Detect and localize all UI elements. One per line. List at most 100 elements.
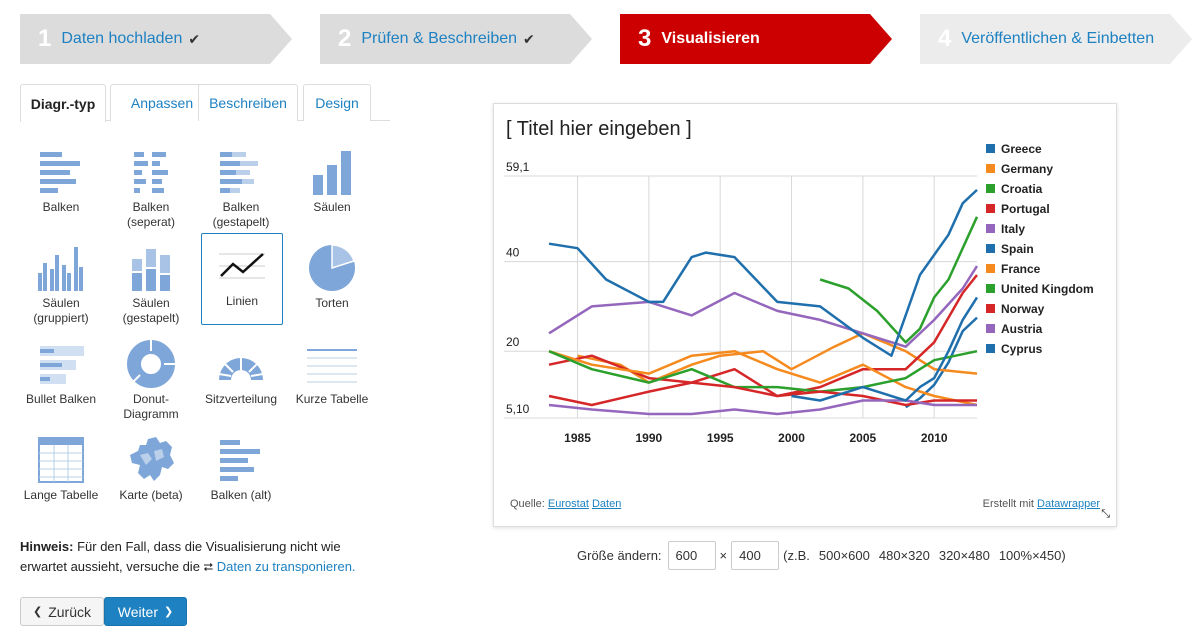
grouped-column-icon (31, 240, 91, 296)
chart-type-label: Säulen (42, 296, 80, 310)
series-line-united-kingdom (548, 349, 978, 393)
series-line-italy (548, 265, 979, 348)
chart-type-short-table[interactable]: Kurze Tabelle (291, 332, 373, 424)
size-preset[interactable]: 480×320 (878, 548, 930, 563)
transpose-hint: Hinweis: Für den Fall, dass die Visualis… (20, 537, 390, 577)
step-2-check[interactable]: 2 Prüfen & Beschreiben ✔ (320, 14, 592, 64)
hint-text: Für den Fall, dass die Visualisierung ni… (20, 539, 341, 574)
chart-type-columns-stacked[interactable]: Säulen (gestapelt) (110, 236, 192, 328)
step-label: Veröffentlichen & Einbetten (961, 30, 1155, 47)
line-chart-icon (212, 238, 272, 294)
step-3-visualize[interactable]: 3 Visualisieren (620, 14, 892, 64)
x-tick-label: 1985 (564, 431, 591, 445)
legend-swatch (986, 264, 995, 273)
legend-label: Greece (1001, 142, 1042, 156)
size-controls: Größe ändern: × (z.B. 500×600 480×320 32… (577, 541, 1066, 570)
bar-chart-icon (31, 144, 91, 200)
source-label: Quelle: (510, 498, 545, 510)
source-link-eurostat[interactable]: Eurostat (547, 498, 589, 510)
back-button-label: Zurück (48, 603, 91, 620)
series-line-norway (548, 381, 977, 407)
tab-describe[interactable]: Beschreiben (198, 84, 298, 121)
series-line-austria (548, 399, 977, 416)
size-preset[interactable]: 100%×450) (998, 548, 1066, 563)
chart-type-bullet-bars[interactable]: Bullet Balken (20, 332, 102, 424)
series-line-germany (577, 332, 978, 384)
step-label: Prüfen & Beschreiben (361, 30, 518, 47)
tab-customize[interactable]: Anpassen (110, 84, 214, 121)
chart-type-label: Karte (beta) (119, 488, 183, 502)
chart-type-bars[interactable]: Balken (20, 140, 102, 232)
step-number: 1 (38, 25, 52, 52)
chart-type-label: Donut- (132, 392, 170, 406)
chart-type-pie[interactable]: Torten (291, 236, 373, 328)
back-button[interactable]: ❮ Zurück (20, 597, 104, 626)
line-chart: 5,10 20 40 59,1 1985 1990 1995 2000 2005 2010 Gree… (504, 142, 1094, 445)
chart-type-bars-split[interactable]: Balken (seperat) (110, 140, 192, 232)
short-table-icon (302, 336, 362, 392)
tab-chart-type[interactable]: Diagr.-typ (20, 84, 106, 122)
tab-design[interactable]: Design (303, 84, 371, 121)
legend-swatch (986, 164, 995, 173)
transpose-link[interactable]: Daten zu transponieren. (216, 559, 356, 574)
size-preset[interactable]: 320×480 (938, 548, 990, 563)
bar-chart-alt-icon (211, 432, 271, 488)
legend-label: France (1001, 262, 1041, 276)
chart-type-label: Balken (42, 200, 80, 214)
x-tick-label: 2010 (921, 431, 948, 445)
series-line-portugal (548, 274, 978, 398)
chart-type-donut[interactable]: Donut- Diagramm (110, 332, 192, 424)
stacked-bar-icon (211, 144, 271, 200)
resize-handle-icon[interactable]: ⤡ (1101, 508, 1110, 520)
chart-type-label: Torten (315, 296, 349, 310)
transpose-icon: ⮂ (203, 560, 214, 574)
x-tick-label: 1990 (636, 431, 663, 445)
stacked-column-icon (121, 240, 181, 296)
chart-type-label: Linien (225, 294, 259, 308)
series-line-greece (905, 316, 978, 409)
chart-source: Quelle: Eurostat Daten (510, 498, 621, 510)
x-tick-label: 1995 (707, 431, 734, 445)
y-tick-label: 5,10 (506, 402, 530, 416)
chart-type-label: Balken (alt) (210, 488, 272, 502)
chart-type-columns-grouped[interactable]: Säulen (gruppiert) (20, 236, 102, 328)
chart-type-long-table[interactable]: Lange Tabelle (20, 428, 102, 520)
next-button-label: Weiter (117, 603, 158, 620)
chart-type-bars-stacked[interactable]: Balken (gestapelt) (200, 140, 282, 232)
legend-label: Austria (1001, 322, 1043, 336)
height-input[interactable] (731, 541, 780, 570)
chart-type-columns[interactable]: Säulen (291, 140, 373, 232)
step-1-upload[interactable]: 1 Daten hochladen ✔ (20, 14, 292, 64)
source-link-data[interactable]: Daten (591, 498, 622, 510)
chart-type-lines[interactable]: Linien (201, 233, 283, 325)
legend-swatch (986, 224, 995, 233)
chart-credit: Erstellt mit Datawrapper (983, 498, 1100, 510)
step-4-publish[interactable]: 4 Veröffentlichen & Einbetten (920, 14, 1192, 64)
credit-label: Erstellt mit (982, 498, 1034, 510)
legend-label: Portugal (1001, 202, 1050, 216)
legend-label: Germany (1001, 162, 1053, 176)
chart-type-bars-alt[interactable]: Balken (alt) (200, 428, 282, 520)
bullet-bar-icon (31, 336, 91, 392)
chart-type-label: Lange Tabelle (23, 488, 99, 502)
size-preset[interactable]: 500×600 (818, 548, 870, 563)
chart-type-label-2: (gestapelt) (122, 311, 180, 325)
width-input[interactable] (667, 541, 716, 570)
chart-preview: [ Titel hier eingeben ] 5,10 20 40 59,1 1985… (493, 103, 1117, 527)
next-button[interactable]: Weiter ❯ (104, 597, 187, 626)
chart-type-label-2: Diagramm (123, 407, 179, 421)
chevron-right-icon: ❯ (163, 606, 174, 618)
legend-swatch (986, 304, 995, 313)
credit-link[interactable]: Datawrapper (1037, 498, 1100, 510)
step-label: Visualisieren (661, 30, 760, 47)
chart-type-map[interactable]: Karte (beta) (110, 428, 192, 520)
step-label: Daten hochladen (61, 30, 183, 47)
legend-label: Spain (1001, 242, 1034, 256)
chart-title[interactable]: [ Titel hier eingeben ] (506, 118, 692, 140)
chart-type-label-2: (seperat) (126, 215, 176, 229)
donut-chart-icon (121, 336, 181, 392)
chart-type-seats[interactable]: Sitzverteilung (200, 332, 282, 424)
chart-type-label-2: (gruppiert) (33, 311, 89, 325)
legend-swatch (986, 324, 995, 333)
legend-label: Cyprus (1001, 342, 1043, 356)
